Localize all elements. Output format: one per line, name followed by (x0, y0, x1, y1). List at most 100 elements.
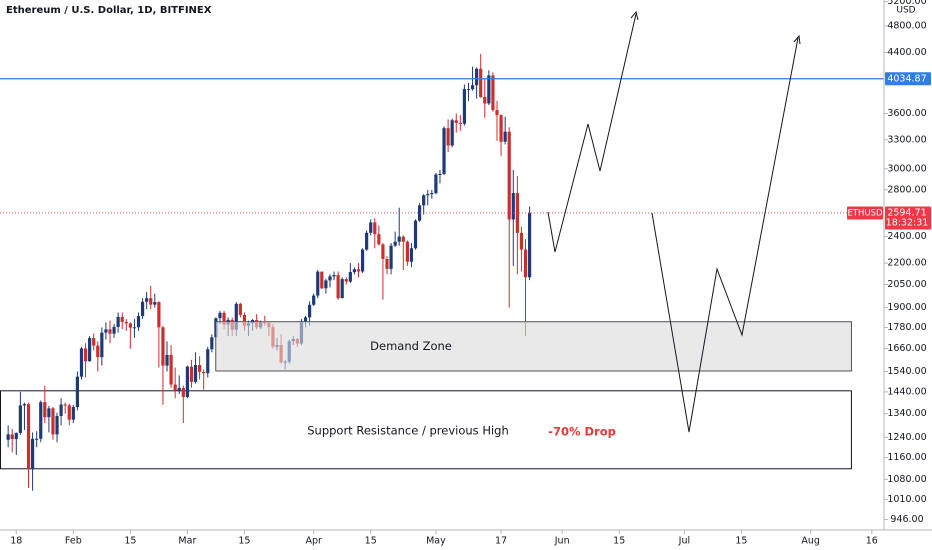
candle-body (344, 279, 348, 282)
y-tick-label: 1540.00 (887, 366, 926, 377)
candle-body (373, 222, 377, 235)
candle-body (136, 316, 141, 328)
candle-body (67, 405, 71, 420)
candle-body (83, 348, 88, 362)
x-tick-label: 15 (735, 536, 747, 547)
arrow-head (630, 10, 639, 21)
candle-body (39, 402, 43, 439)
price-tag-label: 2594.71 (887, 207, 926, 218)
candle-body (132, 327, 137, 329)
candle-body (242, 314, 247, 326)
zone-label: Demand Zone (370, 339, 452, 353)
candle-body (491, 75, 495, 111)
candle-body (96, 345, 100, 358)
y-tick-label: 1240.00 (887, 432, 926, 443)
candle-body (446, 128, 450, 146)
candle-body (316, 271, 320, 296)
candle-body (165, 354, 169, 366)
y-tick-label: 2800.00 (887, 184, 926, 195)
symbol-tag (847, 206, 883, 220)
y-tick-label: 1660.00 (887, 343, 926, 354)
candle-body (426, 194, 430, 196)
y-tick-label: 3300.00 (887, 134, 926, 145)
zone-note: -70% Drop (548, 424, 616, 438)
y-tick-label: 2050.00 (887, 279, 926, 290)
candle-body (466, 89, 471, 91)
candle-body (369, 222, 373, 233)
candle-body (409, 248, 414, 262)
candle-body (108, 329, 112, 334)
candle-body (128, 323, 132, 328)
candle-body (14, 432, 18, 440)
candle-body (385, 258, 389, 269)
candle-body (198, 365, 202, 372)
currency: USD (896, 6, 915, 16)
x-tick-label: Jun (554, 536, 570, 547)
candle-body (112, 326, 116, 334)
y-tick-label: 1340.00 (887, 408, 926, 419)
y-tick-label: 5200.00 (887, 0, 926, 7)
candle-body (312, 295, 316, 305)
candle-body (75, 376, 80, 408)
candle-body (177, 387, 181, 391)
symbol-label: ETHUSD (847, 208, 883, 218)
candle-body (149, 298, 153, 305)
y-tick-label: 3600.00 (887, 108, 926, 119)
candle-body (430, 193, 434, 195)
y-tick-label: 1010.00 (887, 494, 926, 505)
candle-body (483, 97, 487, 104)
candle-body (100, 332, 104, 358)
candle-body (181, 387, 185, 397)
x-tick-label: Aug (801, 536, 820, 547)
candle-body (189, 366, 194, 382)
y-tick-label: 946.00 (890, 514, 923, 525)
arrow-head (793, 34, 801, 45)
candle-body (434, 174, 438, 194)
candle-body (55, 416, 59, 435)
candle-body (393, 241, 397, 246)
x-tick-label: 18 (10, 536, 22, 547)
candle-body (26, 404, 31, 470)
candle-body (234, 303, 238, 330)
candle-body (79, 348, 84, 377)
candle-body (140, 301, 145, 317)
candle-body (120, 316, 124, 322)
price-tag (885, 206, 931, 230)
candle-body (30, 438, 35, 470)
candle-body (352, 269, 357, 273)
y-tick-label: 1440.00 (887, 386, 926, 397)
candle-body (381, 244, 385, 259)
candle-body (527, 212, 532, 278)
candle-body (206, 349, 210, 374)
candle-body (124, 321, 128, 324)
candle-body (495, 110, 499, 116)
candle-body (442, 128, 446, 174)
candle-body (479, 68, 483, 98)
price-tag-label: 4034.87 (887, 73, 926, 84)
candle-body (320, 271, 324, 289)
candle-body (222, 312, 226, 325)
zone-overlay (215, 321, 852, 371)
candle-body (303, 317, 308, 322)
x-tick-label: 17 (495, 536, 507, 547)
candle-body (218, 312, 222, 319)
candle-body (438, 173, 442, 175)
y-tick-label: 4800.00 (887, 21, 926, 32)
candle-body (336, 275, 340, 299)
candle-body (523, 249, 528, 278)
y-tick-label: 1160.00 (887, 452, 926, 463)
candle-body (422, 195, 426, 206)
candle-body (401, 236, 405, 242)
zone-label: Support Resistance / previous High (307, 423, 509, 437)
candle-body (185, 366, 189, 397)
candle-body (328, 276, 332, 281)
y-tick-label: 2400.00 (887, 231, 926, 242)
x-tick-label: 16 (866, 536, 878, 547)
countdown-label: 18:32:31 (886, 217, 929, 228)
x-tick-label: Jul (678, 536, 690, 547)
x-tick-label: Apr (305, 536, 322, 547)
candle-body (92, 338, 96, 346)
x-tick-label: 15 (613, 536, 625, 547)
y-tick-label: 1080.00 (887, 474, 926, 485)
candle-body (169, 354, 173, 385)
